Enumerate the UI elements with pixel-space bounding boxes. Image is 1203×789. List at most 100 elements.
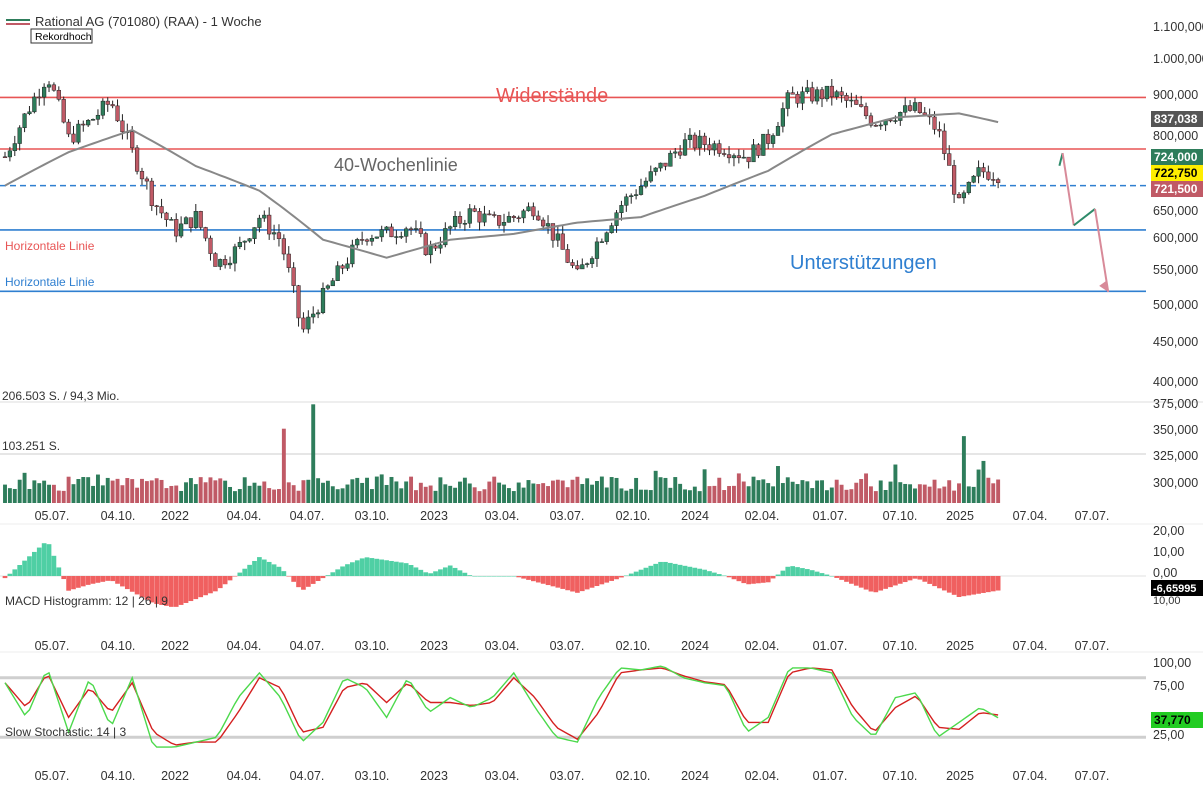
macd-layer (2, 543, 1001, 607)
macd-hist-bar (951, 576, 957, 595)
candle (815, 86, 820, 105)
candle (531, 202, 536, 221)
volume-bar (144, 481, 149, 503)
candle (521, 208, 526, 224)
candle (580, 258, 585, 270)
candle-body (717, 143, 722, 154)
volume-bar (829, 487, 834, 503)
macd-hist-bar (814, 571, 820, 576)
volume-bar (492, 476, 497, 503)
macd-hist-bar (315, 576, 321, 582)
x-tick-label: 03.10. (355, 639, 390, 653)
candle-body (438, 244, 443, 249)
volume-bar (306, 479, 311, 503)
volume-bar (267, 488, 272, 503)
volume-bar (526, 480, 531, 503)
candle-body (433, 245, 438, 249)
macd-hist-bar (976, 576, 981, 594)
record-badge: Rekordhoch (35, 31, 92, 43)
candle-body (42, 86, 47, 98)
macd-hist-bar (775, 574, 781, 576)
volume-bar (316, 478, 321, 503)
candle (492, 211, 497, 218)
macd-hist-bar (809, 570, 815, 576)
x-tick-label: 05.07. (35, 769, 70, 783)
volume-bar (663, 477, 668, 503)
macd-hist-bar (917, 576, 923, 580)
macd-hist-bar (477, 576, 482, 577)
macd-hist-bar (452, 567, 458, 576)
candle (267, 207, 272, 240)
macd-hist-bar (853, 576, 859, 586)
price-tick-label: 650,000 (1153, 204, 1198, 218)
volume-bar (345, 484, 350, 503)
candle (27, 105, 32, 116)
candle-body (560, 233, 565, 250)
candle-body (492, 214, 497, 216)
volume-bar (820, 480, 824, 503)
support-label: Unterstützungen (790, 252, 937, 274)
candle-body (707, 144, 712, 151)
candle-body (648, 171, 653, 182)
volume-bar (717, 477, 722, 503)
candle-body (731, 155, 737, 159)
candle-body (580, 264, 585, 270)
volume-bar (864, 473, 869, 503)
candle (134, 145, 140, 175)
volume-bar (32, 480, 37, 503)
macd-hist-bar (85, 576, 91, 585)
macd-hist-bar (247, 564, 252, 576)
candle (780, 102, 785, 133)
candle (961, 190, 967, 204)
candle (399, 231, 404, 240)
candle-body (404, 228, 409, 237)
volume-bar (301, 480, 306, 503)
candle (805, 79, 810, 94)
macd-hist-bar (902, 576, 908, 583)
macd-hist-bar (139, 576, 145, 598)
candle (770, 133, 776, 148)
x-tick-label: 05.07. (35, 509, 70, 523)
macd-hist-bar (394, 561, 399, 576)
candle (374, 236, 379, 239)
macd-hist-bar (17, 565, 23, 576)
price-tick-label: 500,000 (1153, 298, 1198, 312)
candle-body (301, 317, 306, 330)
macd-hist-bar (257, 557, 262, 576)
volume-bar (203, 482, 208, 503)
candle (306, 310, 311, 334)
candle (589, 256, 595, 269)
candle-body (17, 127, 22, 144)
macd-hist-bar (71, 576, 76, 590)
candle-body (364, 239, 370, 242)
candle-body (917, 102, 922, 113)
volume-bar (599, 476, 604, 503)
volume-bar (678, 483, 683, 503)
candle (296, 284, 301, 327)
x-tick-label: 02.04. (745, 509, 780, 523)
candle (335, 261, 340, 282)
volume-bar (467, 483, 472, 503)
candle (115, 99, 120, 123)
candle-body (267, 214, 272, 235)
macd-hist-bar (2, 576, 8, 579)
candle (193, 203, 198, 229)
volume-bar (257, 485, 262, 503)
candle (237, 236, 242, 250)
volume-bar (482, 489, 487, 503)
volume-bar (502, 484, 506, 503)
candle-body (95, 114, 101, 120)
macd-hist-bar (447, 565, 453, 576)
macd-hist-bar (178, 576, 184, 605)
macd-hist-bar (589, 576, 595, 588)
candle (394, 230, 399, 245)
candle-body (139, 171, 145, 180)
candle (144, 176, 149, 190)
macd-hist-bar (320, 576, 326, 579)
volume-bar (350, 479, 355, 503)
macd-hist-bar (398, 562, 404, 576)
x-axis-price: 05.07. 04.10. 2022 04.04. 04.07. 03.10. 2023 03… (35, 509, 1110, 523)
candle (643, 177, 649, 189)
macd-hist-bar (222, 576, 228, 585)
macd-hist-bar (829, 576, 835, 577)
